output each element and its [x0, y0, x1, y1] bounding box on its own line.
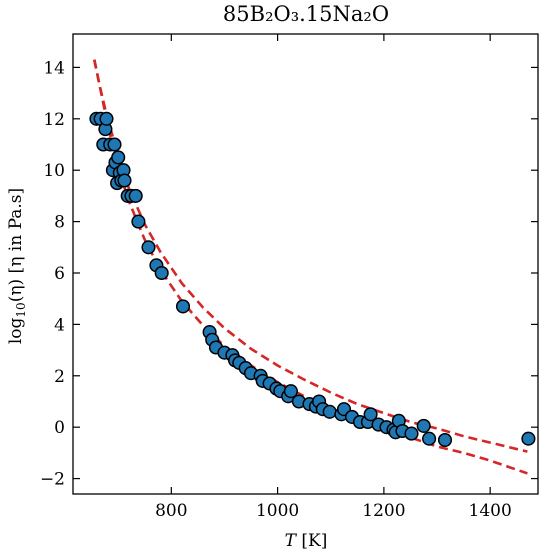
data-point — [437, 432, 453, 448]
y-tick-label: 0 — [54, 418, 65, 438]
y-tick-label: −2 — [40, 470, 65, 490]
data-point — [154, 265, 169, 281]
data-points — [89, 111, 536, 448]
x-axis-label: T [K] — [285, 531, 328, 551]
x-tick-label: 1400 — [469, 501, 512, 521]
y-tick-label: 10 — [43, 161, 65, 181]
y-tick-label: 2 — [54, 367, 65, 387]
y-tick-label: 14 — [43, 58, 65, 78]
data-point — [283, 384, 298, 399]
y-tick-label: 6 — [54, 264, 65, 284]
data-point — [107, 137, 122, 152]
data-point — [521, 431, 536, 446]
data-point — [175, 299, 191, 314]
data-point — [128, 188, 143, 203]
data-point — [416, 418, 431, 433]
y-tick-label: 8 — [54, 213, 65, 233]
fit-line-1 — [93, 59, 528, 453]
y-axis-label: log10(η) [η in Pa.s] — [6, 188, 28, 344]
data-point — [131, 214, 146, 229]
data-point — [99, 111, 114, 126]
data-point — [111, 150, 126, 165]
data-point — [141, 240, 156, 255]
data-point — [404, 426, 419, 441]
axis-ticks: 800 1000 1200 1400 −2 0 2 4 6 8 10 12 14 — [40, 34, 538, 521]
y-tick-label: 12 — [43, 110, 65, 130]
data-point — [117, 173, 132, 188]
data-point — [363, 407, 378, 422]
x-tick-label: 800 — [155, 501, 187, 521]
data-point — [422, 431, 437, 446]
plot-frame — [72, 33, 539, 495]
y-tick-label: 4 — [54, 315, 65, 335]
data-point — [322, 404, 337, 419]
x-tick-label: 1200 — [362, 501, 405, 521]
chart-title: 85B₂O₃.15Na₂O — [223, 2, 389, 26]
x-tick-label: 1000 — [256, 501, 299, 521]
